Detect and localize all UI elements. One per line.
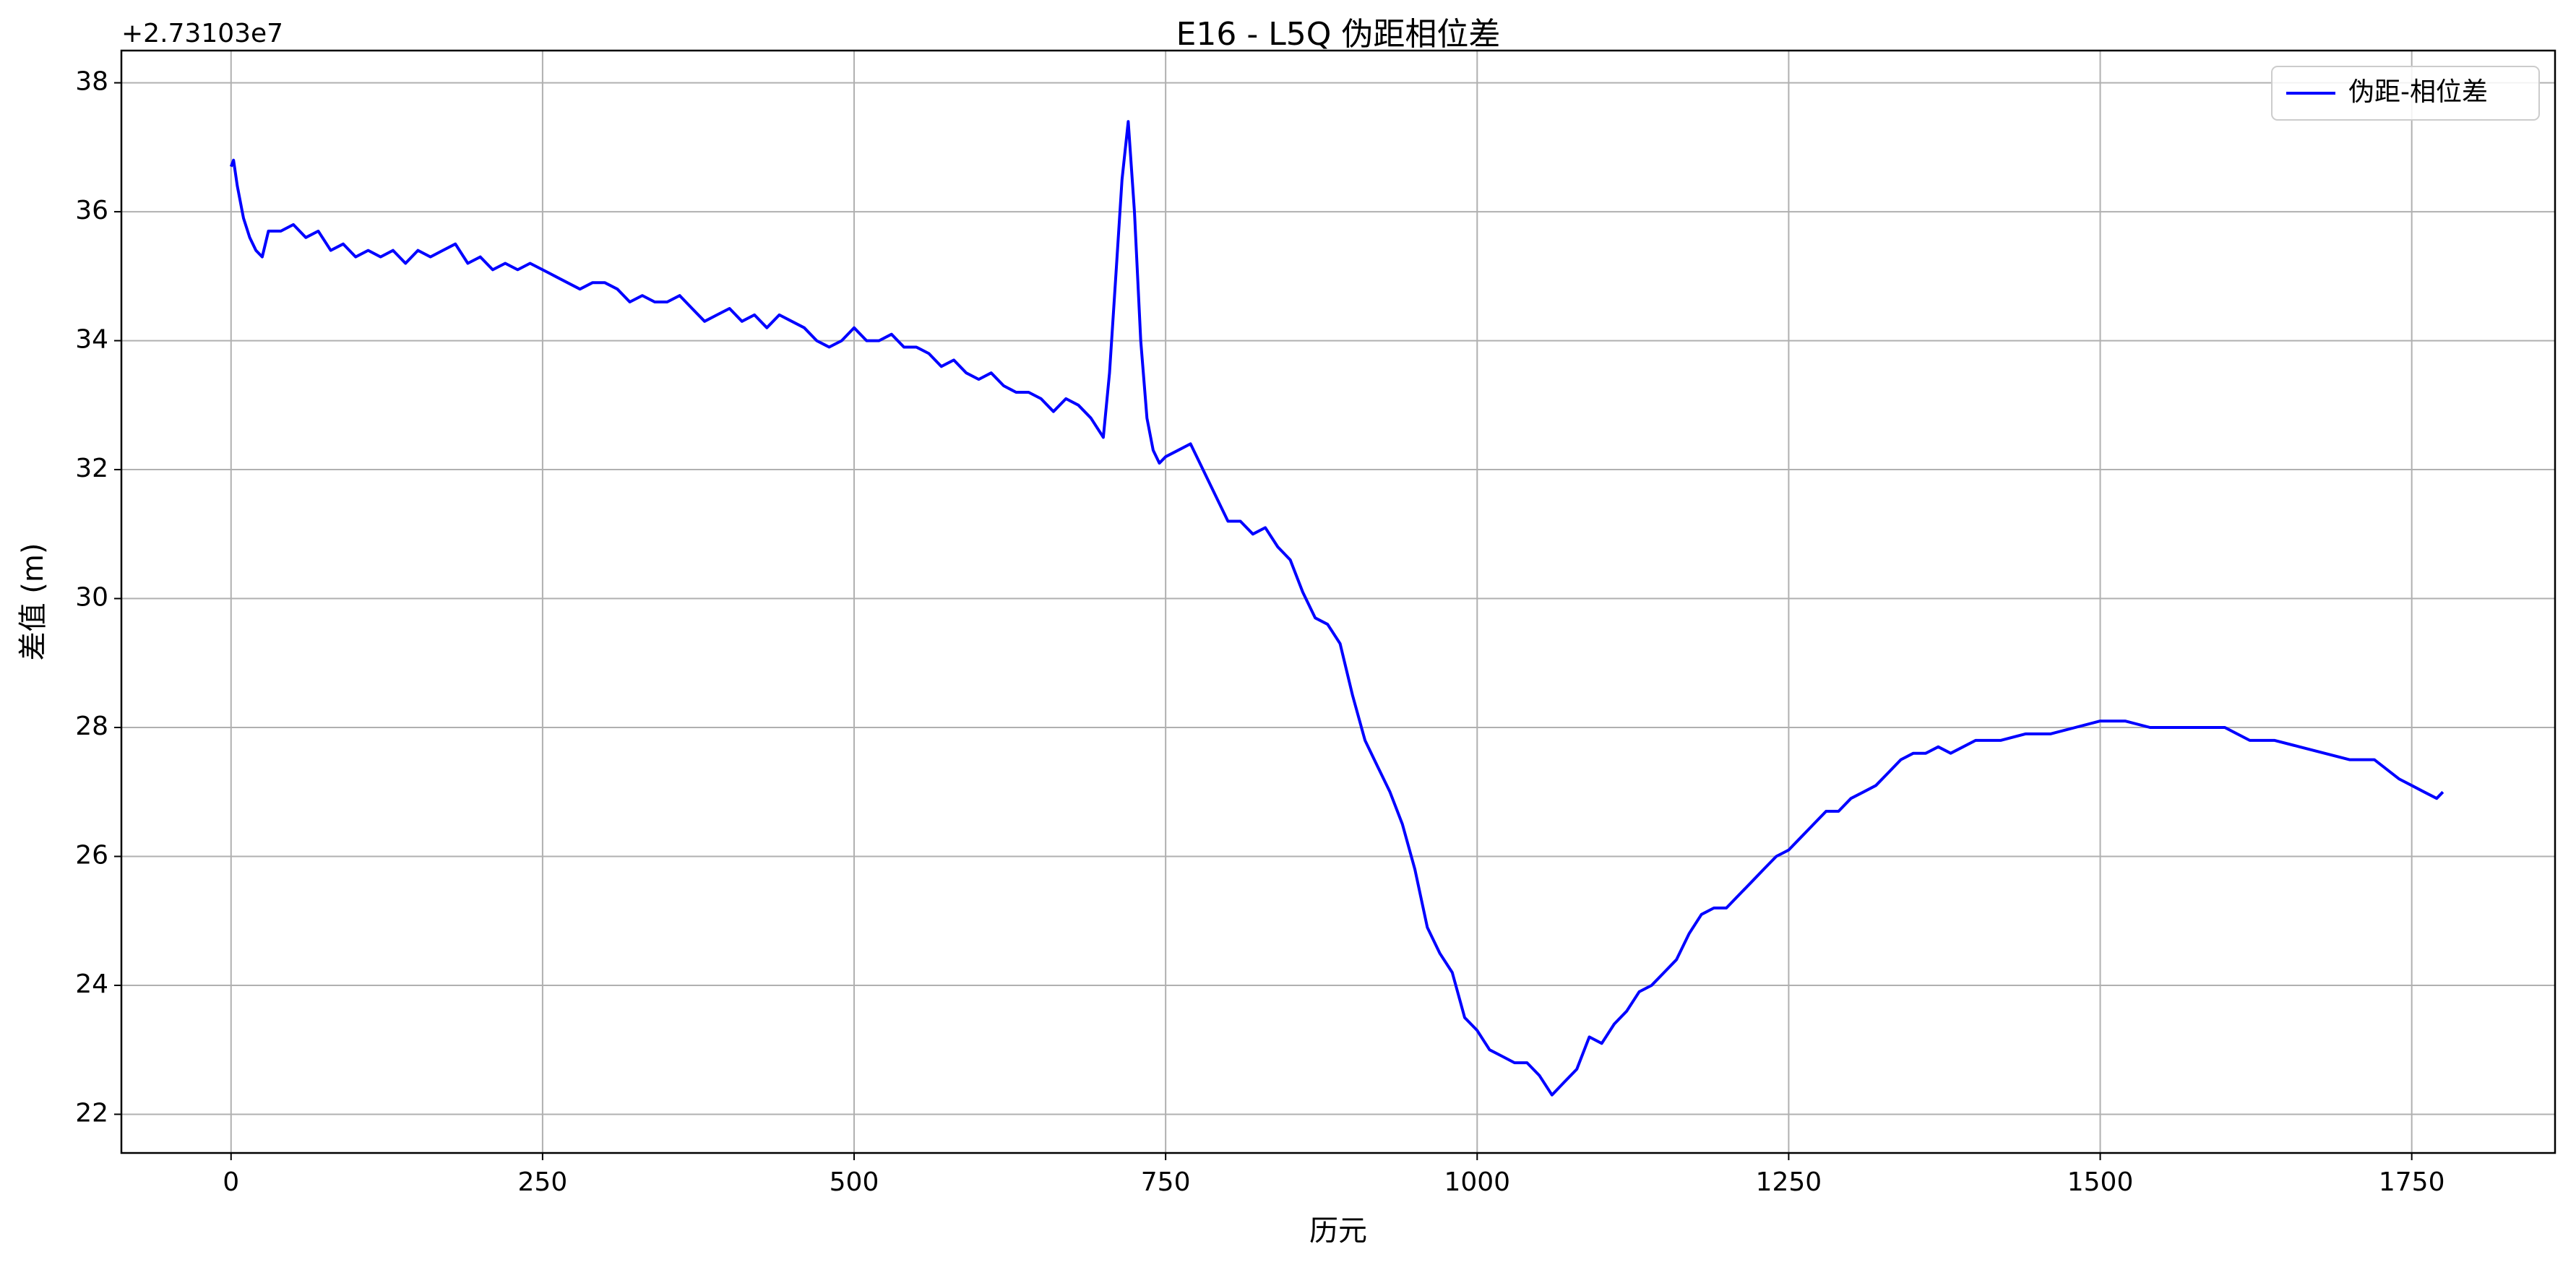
x-tick-label: 0	[223, 1167, 239, 1197]
y-offset-label: +2.73103e7	[121, 19, 283, 48]
y-tick-label: 38	[75, 67, 108, 97]
x-tick-label: 1750	[2379, 1167, 2445, 1197]
y-tick-label: 36	[75, 196, 108, 225]
chart-title: E16 - L5Q 伪距相位差	[1176, 16, 1501, 53]
y-tick-label: 24	[75, 969, 108, 999]
y-tick-label: 30	[75, 583, 108, 613]
x-tick-label: 500	[830, 1167, 879, 1197]
axes-frame	[120, 49, 2556, 1154]
x-tick-label: 1500	[2067, 1167, 2134, 1197]
x-tick-label: 250	[518, 1167, 568, 1197]
data-line	[229, 120, 2444, 1097]
y-tick-label: 28	[75, 712, 108, 741]
x-tick-label: 750	[1141, 1167, 1191, 1197]
y-tick-label: 26	[75, 840, 108, 870]
x-tick-label: 1000	[1444, 1167, 1510, 1197]
y-tick-label: 22	[75, 1098, 108, 1128]
y-tick-label: 34	[75, 325, 108, 355]
y-axis-label: 差值 (m)	[17, 543, 50, 661]
y-tick-label: 32	[75, 454, 108, 483]
x-tick-label: 1250	[1756, 1167, 1822, 1197]
x-axis-label: 历元	[1309, 1214, 1367, 1248]
legend-box	[2271, 66, 2540, 121]
legend-label: 伪距-相位差	[2348, 77, 2488, 107]
